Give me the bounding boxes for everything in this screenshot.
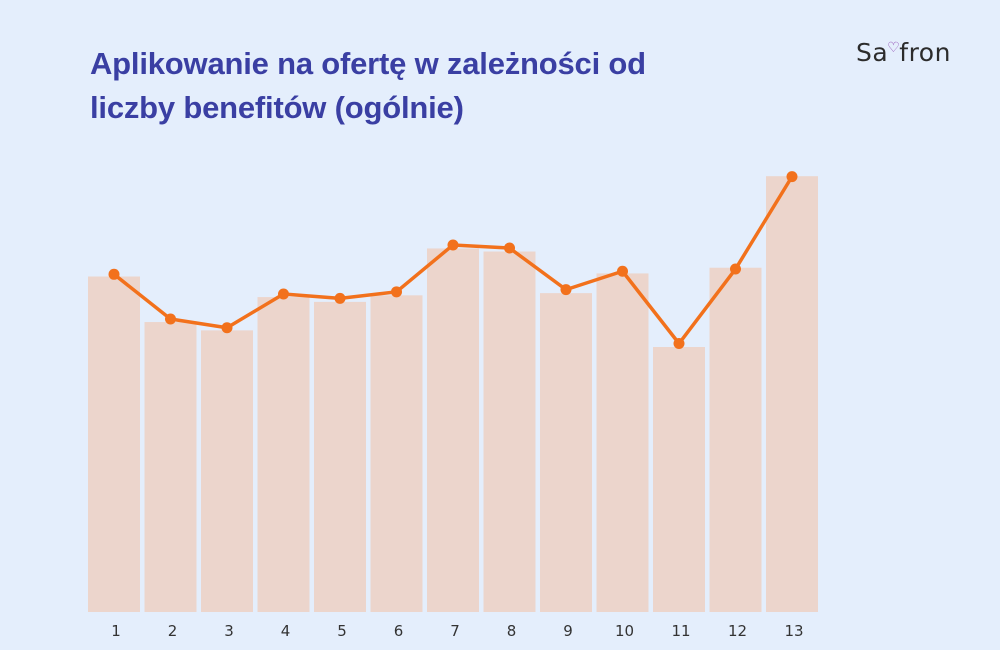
line-series-group	[108, 171, 798, 350]
bar-9	[540, 293, 592, 612]
bar-3	[201, 330, 253, 612]
bar-12	[709, 267, 762, 612]
line-point-12	[730, 263, 741, 275]
line-point-4	[278, 288, 289, 300]
x-tick-label: 7	[450, 622, 460, 640]
x-tick-label: 1	[111, 622, 121, 640]
line-point-8	[504, 242, 515, 254]
bar-13	[766, 176, 818, 612]
bar-8	[483, 251, 536, 612]
x-axis-ticks: 1 2 3 4 5 6 7 8 9 10 11 12 13	[111, 622, 803, 640]
brand-logo-part-2: fron	[899, 38, 951, 67]
line-point-13	[786, 171, 798, 183]
x-tick-label: 4	[281, 622, 291, 640]
bar-5	[314, 301, 366, 612]
brand-logo-part-1: Sa	[856, 38, 889, 67]
x-tick-label: 10	[615, 622, 634, 640]
bar-7	[427, 248, 479, 612]
brand-logo: Sa♡fron	[856, 38, 951, 67]
x-tick-label: 2	[168, 622, 178, 640]
line-point-11	[673, 338, 685, 350]
line-point-1	[108, 268, 120, 280]
x-tick-label: 6	[394, 622, 404, 640]
bar-11	[653, 347, 705, 612]
bars-group	[88, 176, 818, 612]
x-tick-label: 9	[563, 622, 573, 640]
chart-title-line-2: liczby benefitów (ogólnie)	[90, 90, 464, 125]
bar-2	[144, 322, 197, 612]
line-point-3	[221, 322, 233, 334]
bar-4	[257, 297, 310, 612]
heart-icon: ♡	[887, 39, 901, 56]
bar-6	[370, 295, 423, 612]
x-tick-label: 3	[224, 622, 234, 640]
line-point-9	[560, 284, 572, 296]
bar-1	[88, 276, 140, 612]
chart-title: Aplikowanie na ofertę w zależności od li…	[90, 42, 790, 130]
bar-10	[596, 273, 649, 612]
line-point-7	[447, 239, 459, 251]
line-point-6	[391, 286, 402, 298]
x-tick-label: 11	[671, 622, 690, 640]
line-point-2	[165, 313, 176, 325]
line-point-5	[334, 292, 346, 304]
chart-title-line-1: Aplikowanie na ofertę w zależności od	[90, 46, 646, 81]
x-tick-label: 12	[728, 622, 747, 640]
x-tick-label: 13	[784, 622, 803, 640]
x-tick-label: 5	[337, 622, 347, 640]
x-tick-label: 8	[507, 622, 517, 640]
line-point-10	[617, 265, 628, 277]
